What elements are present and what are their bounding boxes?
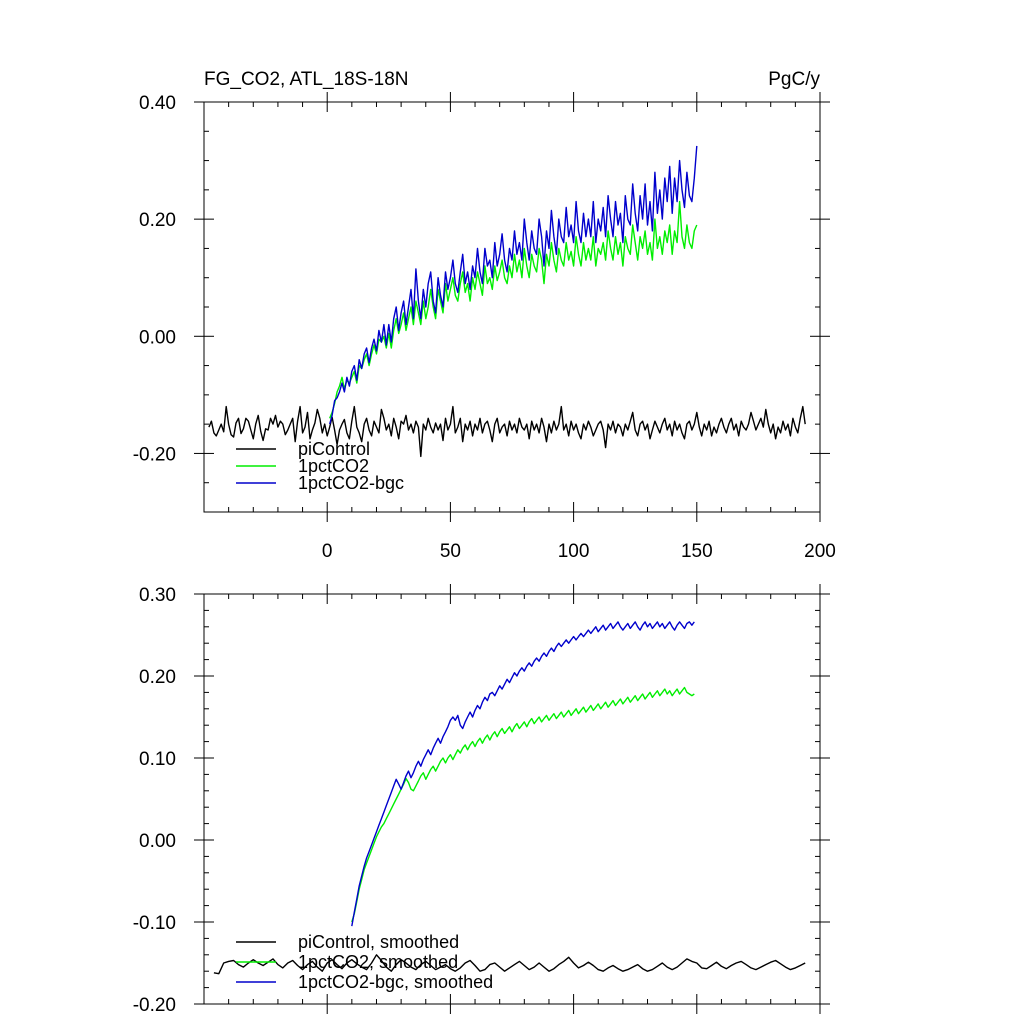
top-x-tick-label: 200 [804, 541, 836, 562]
top-y-tick-label: 0.40 [139, 93, 176, 114]
top-legend-label: 1pctCO2 [298, 456, 369, 476]
top-y-tick-label: -0.20 [133, 444, 176, 465]
top-plot-area: 0 50 100 150 200 -0.20 0.00 0.20 0.40 [133, 92, 836, 562]
top-y-tick-label: 0.00 [139, 327, 176, 348]
bottom-y-tick-label: 0.00 [139, 831, 176, 852]
top-title-left: FG_CO2, ATL_18S-18N [204, 69, 409, 90]
bottom-y-tick-label: -0.10 [133, 913, 176, 934]
top-x-tick-label: 150 [681, 541, 713, 562]
top-series-line-1 [329, 200, 698, 419]
panel-bottom-chart: -0.20 -0.10 0.00 0.10 0.20 0.30 piControl, sm… [133, 584, 830, 1016]
bottom-y-tick-label: 0.30 [139, 585, 176, 606]
bottom-legend-label: 1pctCO2, smoothed [298, 952, 458, 972]
bottom-series-line-0 [213, 954, 806, 975]
top-legend-label: 1pctCO2-bgc [298, 473, 404, 493]
bottom-plot-area: -0.20 -0.10 0.00 0.10 0.20 0.30 [133, 584, 830, 1016]
bottom-plot-frame [203, 593, 821, 1005]
top-x-tick-label: 50 [440, 541, 461, 562]
top-series-line-2 [329, 145, 698, 425]
top-y-tick-label: 0.20 [139, 210, 176, 231]
top-series-line-0 [208, 405, 806, 458]
bottom-legend-label: 1pctCO2-bgc, smoothed [298, 972, 493, 992]
bottom-y-tick-label: 0.20 [139, 667, 176, 688]
top-x-tick-label: 0 [322, 541, 333, 562]
panel-top-chart: FG_CO2, ATL_18S-18N PgC/y 0 50 100 150 200 -0… [133, 69, 836, 562]
bottom-series-line-1 [351, 686, 695, 923]
top-x-tick-label: 100 [558, 541, 590, 562]
bottom-y-tick-label: 0.10 [139, 749, 176, 770]
bottom-y-tick-label: -0.20 [133, 995, 176, 1016]
top-title-right: PgC/y [768, 69, 820, 90]
bottom-legend-label: piControl, smoothed [298, 932, 459, 952]
bottom-series-line-2 [351, 621, 695, 927]
top-legend-label: piControl [298, 439, 370, 459]
top-plot-frame [203, 101, 821, 513]
